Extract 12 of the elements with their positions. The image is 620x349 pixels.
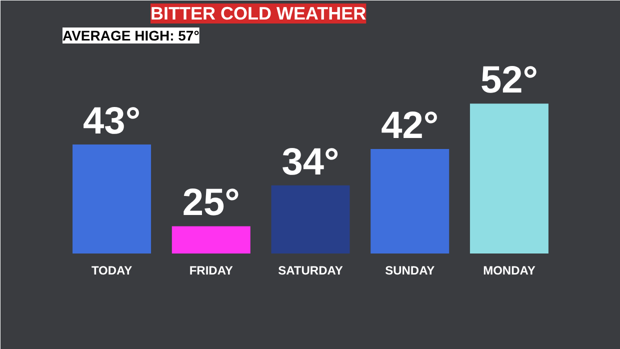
- data-label: 52°: [480, 60, 538, 102]
- chart-title: BITTER COLD WEATHER: [150, 4, 366, 24]
- x-tick-label: TODAY: [91, 264, 132, 278]
- x-tick-label: SUNDAY: [385, 264, 435, 278]
- data-label: 42°: [381, 105, 439, 147]
- data-label: 43°: [83, 100, 141, 142]
- data-label: 34°: [282, 141, 340, 184]
- x-tick-label: SATURDAY: [278, 264, 343, 278]
- chart-subtitle: AVERAGE HIGH: 57°: [62, 28, 200, 44]
- x-tick-label: FRIDAY: [189, 264, 233, 278]
- data-label: 25°: [182, 182, 240, 224]
- x-tick-label: MONDAY: [483, 264, 536, 278]
